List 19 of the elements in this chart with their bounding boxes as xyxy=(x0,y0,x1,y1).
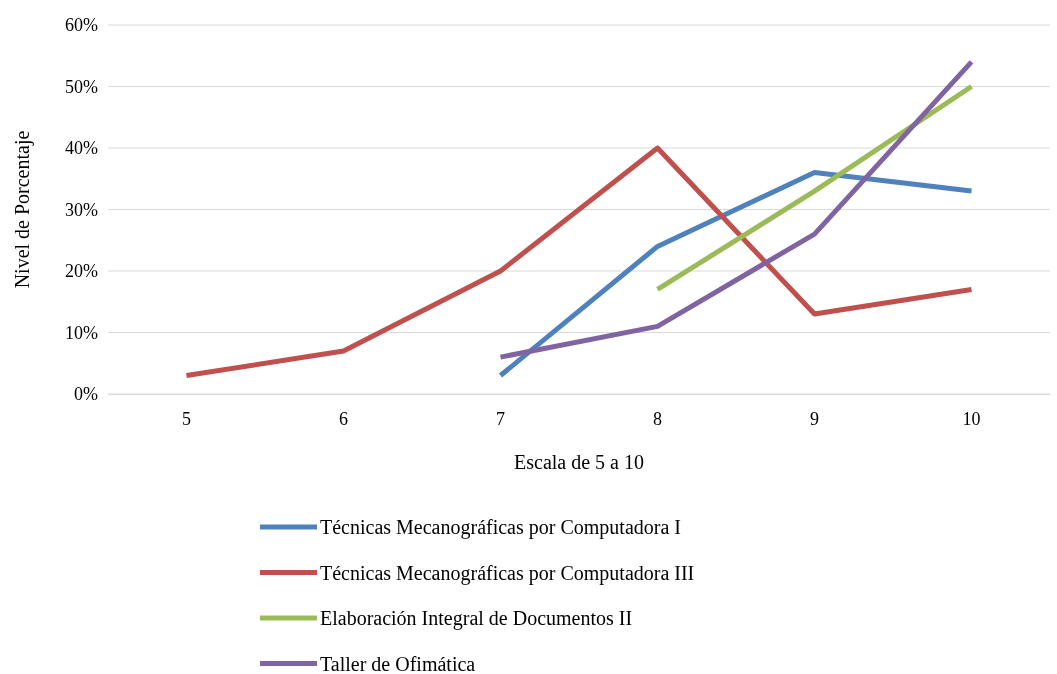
y-tick-label: 20% xyxy=(65,261,98,282)
x-tick-label: 5 xyxy=(182,408,191,429)
y-tick-label: 10% xyxy=(65,322,98,343)
x-tick-label: 8 xyxy=(653,408,662,429)
y-tick-label: 50% xyxy=(65,76,98,97)
y-axis-title: Nivel de Porcentaje xyxy=(11,130,34,289)
x-axis-title: Escala de 5 a 10 xyxy=(514,451,644,473)
y-tick-label: 0% xyxy=(74,384,98,405)
legend-label: Elaboración Integral de Documentos II xyxy=(320,607,633,630)
x-tick-label: 6 xyxy=(339,408,348,429)
legend-label: Taller de Ofimática xyxy=(320,652,476,674)
y-tick-label: 60% xyxy=(65,15,98,36)
x-tick-label: 10 xyxy=(962,408,981,429)
y-tick-label: 40% xyxy=(65,138,98,159)
y-tick-label: 30% xyxy=(65,199,98,220)
legend-label: Técnicas Mecanográficas por Computadora III xyxy=(320,561,695,585)
legend-label: Técnicas Mecanográficas por Computadora I xyxy=(320,516,681,539)
x-tick-label: 9 xyxy=(810,408,819,429)
x-tick-label: 7 xyxy=(496,408,505,429)
